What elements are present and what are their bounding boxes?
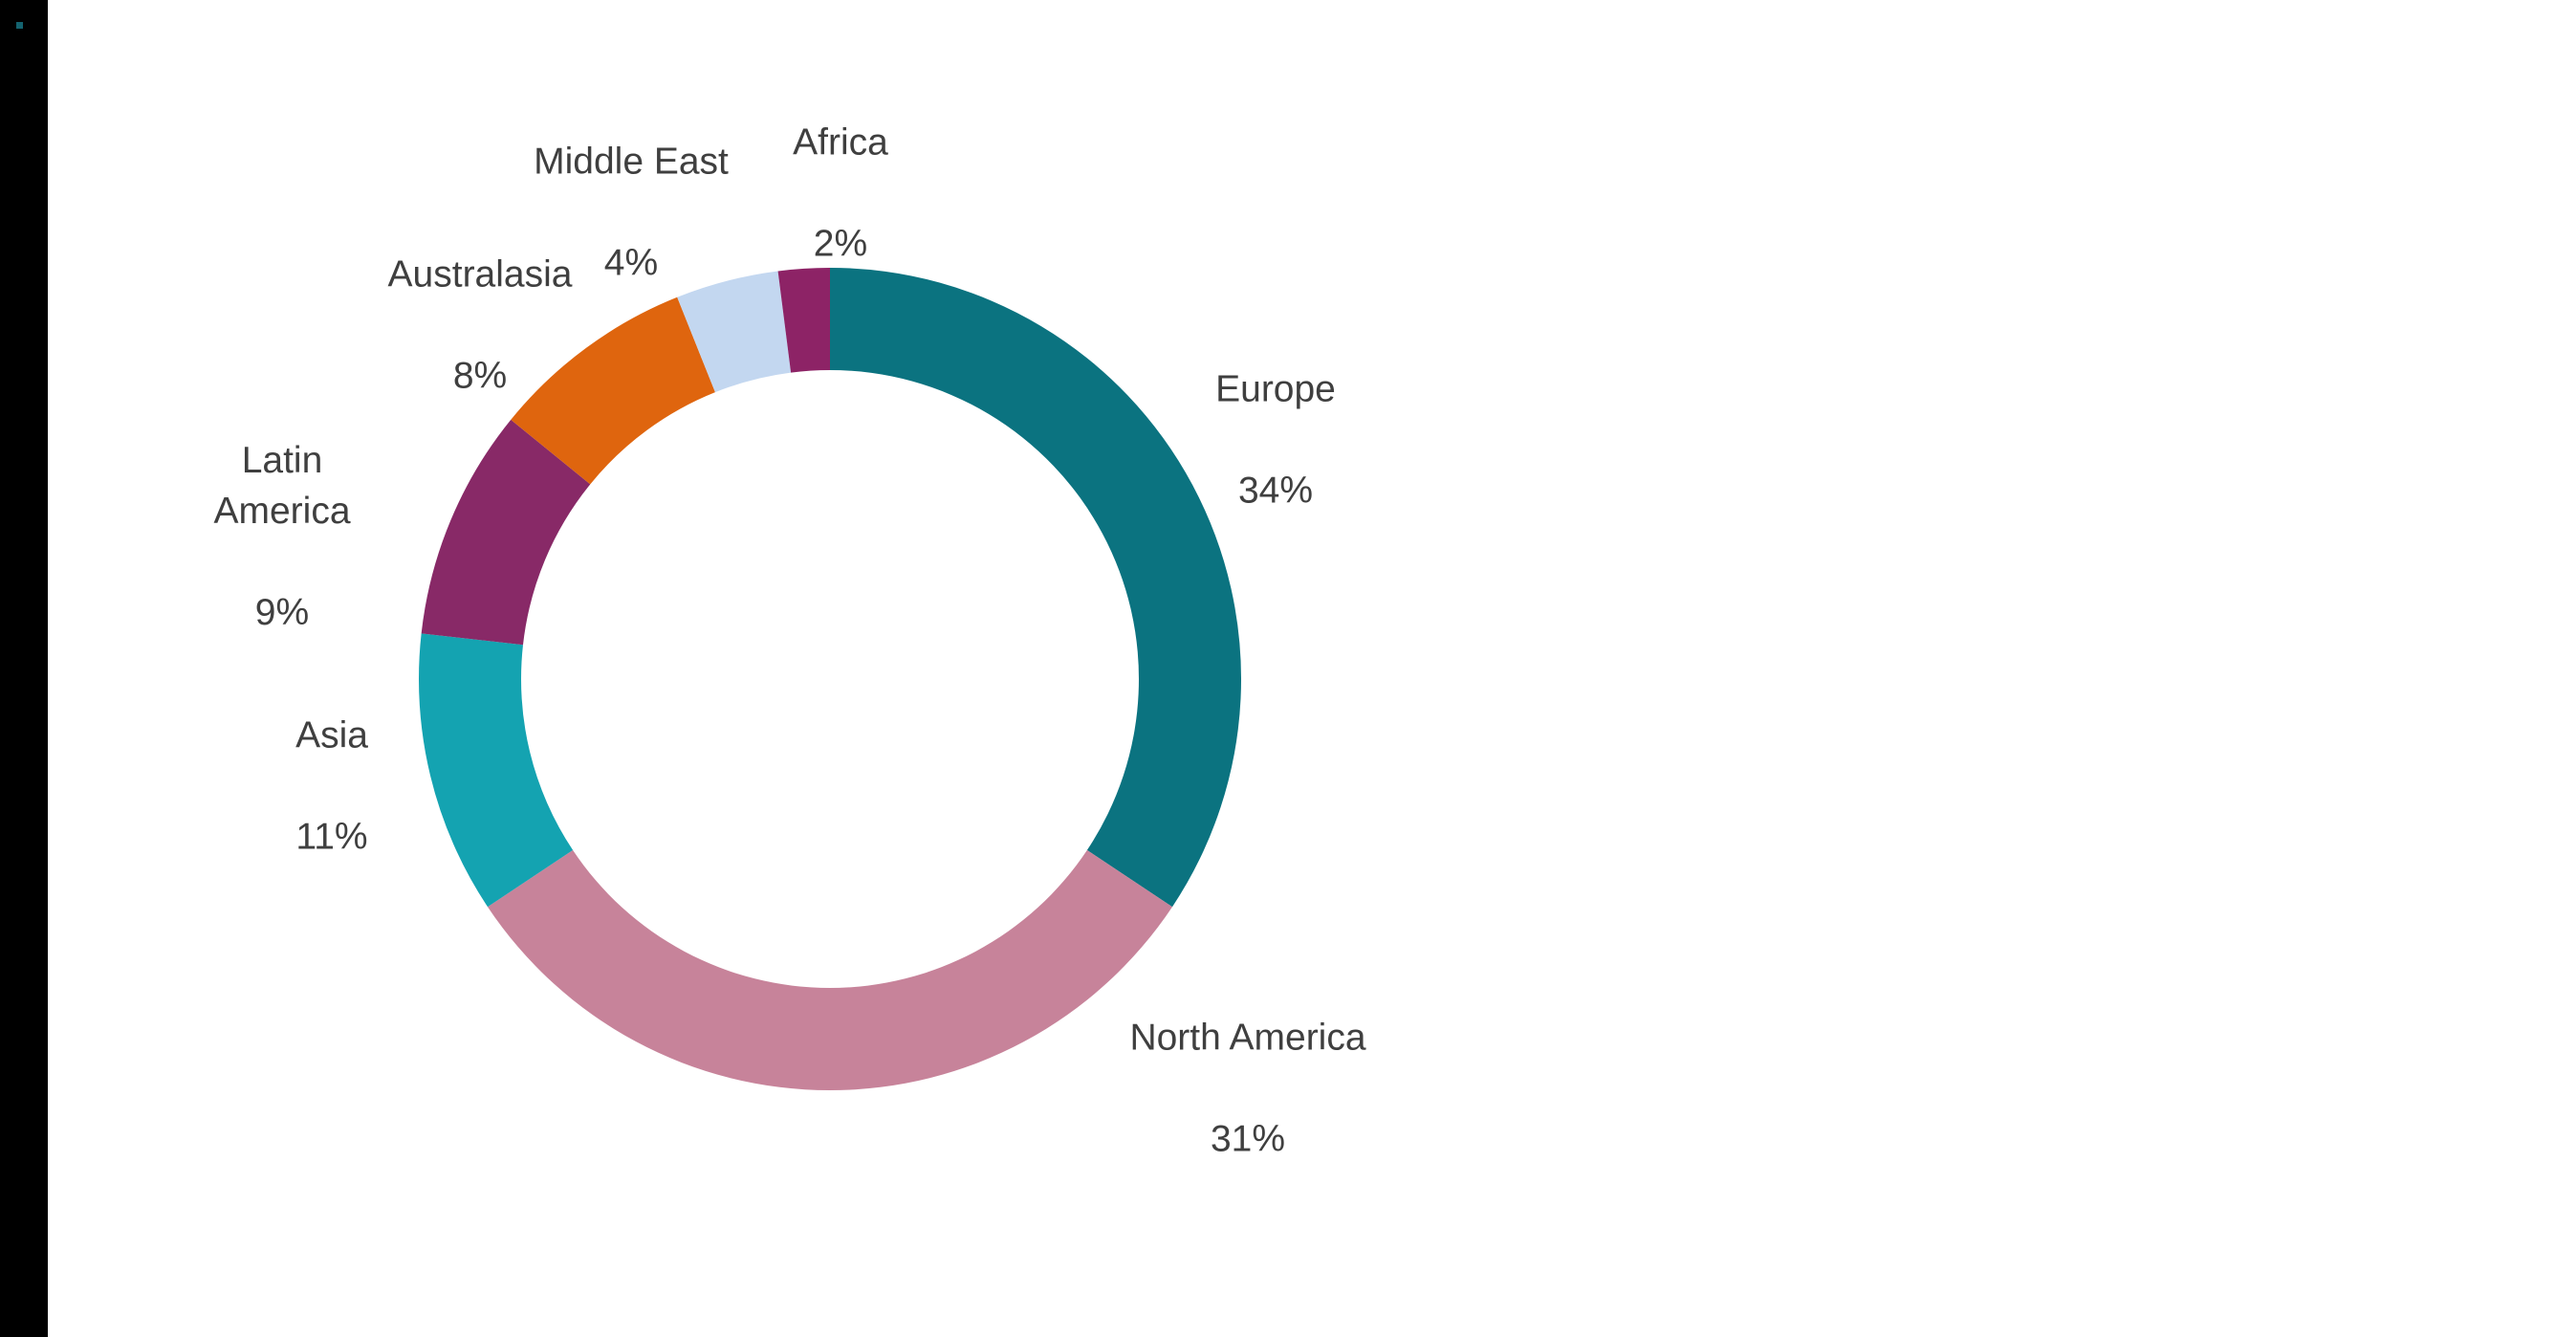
donut-slice-australasia bbox=[511, 296, 715, 485]
label-asia: Asia 11% bbox=[295, 660, 368, 913]
donut-slice-north-america bbox=[487, 849, 1173, 1091]
label-europe: Europe 34% bbox=[1215, 314, 1336, 567]
teal-marker-dot bbox=[16, 22, 23, 29]
label-north-america: North America 31% bbox=[1129, 962, 1365, 1216]
slice-name: North America bbox=[1129, 1017, 1366, 1059]
slice-percent: 11% bbox=[295, 816, 368, 858]
label-africa: Africa 2% bbox=[793, 67, 888, 320]
slice-name: Asia bbox=[295, 714, 368, 756]
donut-slice-middle-east bbox=[677, 271, 792, 393]
label-latin-america: Latin America 9% bbox=[213, 384, 350, 689]
slice-percent: 8% bbox=[452, 355, 508, 397]
slice-percent: 4% bbox=[603, 242, 659, 284]
donut-slice-asia bbox=[418, 633, 574, 908]
slice-name: Europe bbox=[1215, 368, 1336, 410]
label-australasia: Australasia 8% bbox=[388, 199, 573, 452]
slice-percent: 9% bbox=[254, 592, 310, 633]
donut-slice-europe bbox=[830, 268, 1242, 908]
donut-slice-africa bbox=[777, 268, 830, 373]
slice-name: Latin America bbox=[213, 440, 351, 532]
slice-name: Australasia bbox=[387, 253, 573, 296]
slice-name: Africa bbox=[793, 121, 888, 164]
slice-percent: 2% bbox=[813, 223, 868, 265]
label-middle-east: Middle East 4% bbox=[534, 86, 729, 340]
slice-percent: 34% bbox=[1237, 470, 1314, 512]
slice-name: Middle East bbox=[534, 141, 729, 183]
left-black-bar bbox=[0, 0, 48, 1337]
slice-percent: 31% bbox=[1210, 1118, 1286, 1160]
donut-slice-latin-america bbox=[421, 419, 591, 646]
